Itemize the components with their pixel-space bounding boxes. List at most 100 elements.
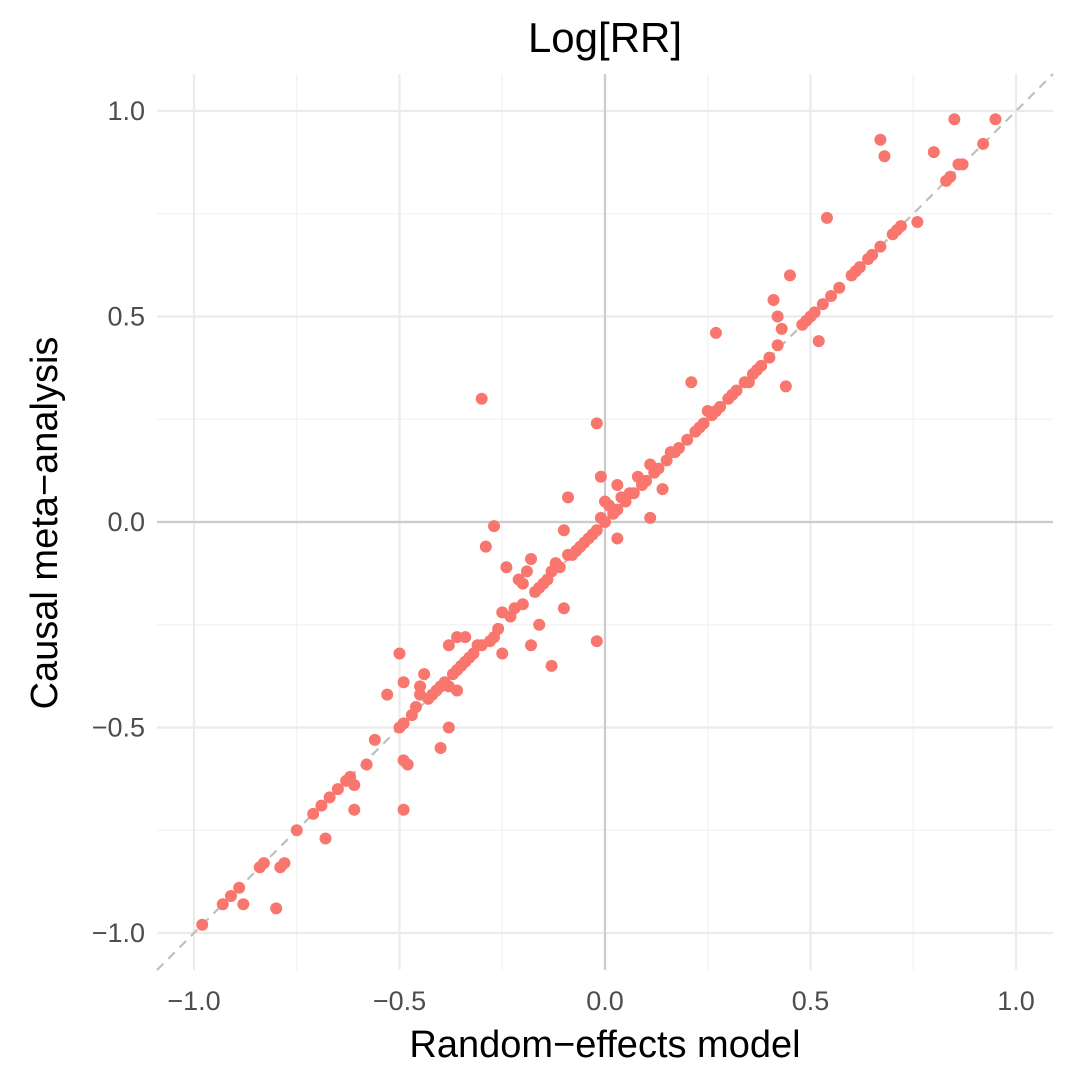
data-point xyxy=(216,898,229,911)
data-point xyxy=(681,433,694,446)
data-point xyxy=(475,392,488,405)
data-point xyxy=(393,647,406,660)
data-point xyxy=(533,618,546,631)
data-point xyxy=(611,479,624,492)
data-point xyxy=(816,298,829,311)
data-point xyxy=(557,602,570,615)
data-point xyxy=(319,832,332,845)
data-point xyxy=(451,631,464,644)
data-point xyxy=(611,532,624,545)
data-point xyxy=(479,540,492,553)
data-point xyxy=(779,380,792,393)
data-point xyxy=(878,150,891,163)
tick-labels: −1.0 −0.5 0.0 0.5 1.0 −1.0 −0.5 0.0 0.5 1.0 xyxy=(92,96,1035,1016)
data-point xyxy=(278,857,291,870)
data-point xyxy=(401,758,414,771)
data-point xyxy=(451,684,464,697)
x-axis-title: Random−effects model xyxy=(409,1024,800,1066)
data-point xyxy=(562,491,575,504)
data-points xyxy=(196,113,1002,931)
data-point xyxy=(418,668,431,681)
data-point xyxy=(459,631,472,644)
data-point xyxy=(257,857,270,870)
y-tick-label: 1.0 xyxy=(107,96,145,126)
y-tick-label: 0.0 xyxy=(107,507,145,537)
data-point xyxy=(270,902,283,915)
data-point xyxy=(590,635,603,648)
data-point xyxy=(894,220,907,233)
data-point xyxy=(825,289,838,302)
data-point xyxy=(409,700,422,713)
data-point xyxy=(956,158,969,171)
data-point xyxy=(944,170,957,183)
data-point xyxy=(516,577,529,590)
data-point xyxy=(652,462,665,475)
data-point xyxy=(697,417,710,430)
data-point xyxy=(927,146,940,159)
data-point xyxy=(348,779,361,792)
data-point xyxy=(488,520,501,533)
data-point xyxy=(516,598,529,611)
data-point xyxy=(442,721,455,734)
data-point xyxy=(640,474,653,487)
data-point xyxy=(233,881,246,894)
data-point xyxy=(224,890,237,903)
data-point xyxy=(685,376,698,389)
identity-line xyxy=(156,73,1054,971)
data-point xyxy=(672,442,685,455)
data-point xyxy=(771,310,784,323)
data-point xyxy=(709,326,722,339)
data-point xyxy=(414,680,427,693)
data-point xyxy=(808,306,821,319)
data-point xyxy=(397,803,410,816)
data-point xyxy=(496,647,509,660)
data-point xyxy=(783,269,796,282)
data-point xyxy=(442,639,455,652)
data-point xyxy=(853,261,866,274)
data-point xyxy=(644,511,657,524)
data-point xyxy=(775,322,788,335)
x-tick-label: −1.0 xyxy=(167,986,220,1016)
x-tick-label: −0.5 xyxy=(373,986,426,1016)
data-point xyxy=(866,248,879,261)
data-point xyxy=(611,503,624,516)
data-point xyxy=(977,137,990,150)
data-point xyxy=(874,240,887,253)
x-tick-label: 0.5 xyxy=(792,986,830,1016)
data-point xyxy=(833,281,846,294)
data-point xyxy=(714,400,727,413)
x-tick-label: 0.0 xyxy=(586,986,624,1016)
y-tick-label: 0.5 xyxy=(107,301,145,331)
data-point xyxy=(545,659,558,672)
data-point xyxy=(348,803,361,816)
data-point xyxy=(397,717,410,730)
data-point xyxy=(315,799,328,812)
data-point xyxy=(520,565,533,578)
data-point xyxy=(237,898,250,911)
data-point xyxy=(656,483,669,496)
data-point xyxy=(323,791,336,804)
x-tick-label: 1.0 xyxy=(997,986,1035,1016)
data-point xyxy=(590,524,603,537)
data-point xyxy=(755,359,768,372)
data-point xyxy=(557,524,570,537)
data-point xyxy=(911,215,924,228)
data-point xyxy=(599,516,611,528)
data-point xyxy=(525,639,538,652)
data-point xyxy=(590,417,603,430)
data-point xyxy=(196,918,209,931)
data-point xyxy=(434,742,447,755)
data-point xyxy=(767,294,780,307)
chart-title: Log[RR] xyxy=(528,14,682,61)
data-point xyxy=(553,561,566,574)
data-point xyxy=(989,113,1002,126)
y-axis-title: Causal meta−analysis xyxy=(24,337,66,710)
data-point xyxy=(360,758,373,771)
data-point xyxy=(381,688,394,701)
data-point xyxy=(812,335,825,348)
y-tick-label: −1.0 xyxy=(92,918,145,948)
data-point xyxy=(594,470,607,483)
data-point xyxy=(492,622,505,635)
data-point xyxy=(874,133,887,146)
